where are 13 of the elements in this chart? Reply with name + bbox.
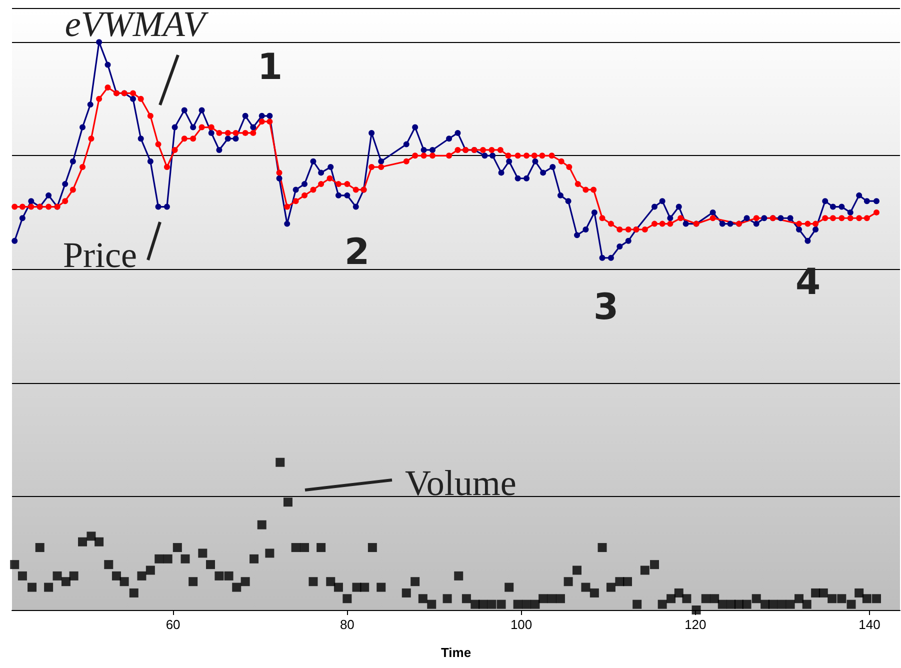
annotation: 1 [257,47,283,88]
series-label: eVWMAV [64,4,210,44]
annotation: 4 [795,262,821,303]
x-tick-label: 80 [340,617,354,632]
annotation: 2 [344,232,370,273]
x-tick-label: 100 [510,617,532,632]
x-tick-label: 120 [684,617,706,632]
annotation: 3 [593,287,619,328]
x-axis-title: Time [440,645,472,660]
x-tick-label: 60 [166,617,180,632]
legend-label: Volume [405,463,516,503]
x-tick-label: 140 [858,617,880,632]
series-label: Price [63,235,137,275]
